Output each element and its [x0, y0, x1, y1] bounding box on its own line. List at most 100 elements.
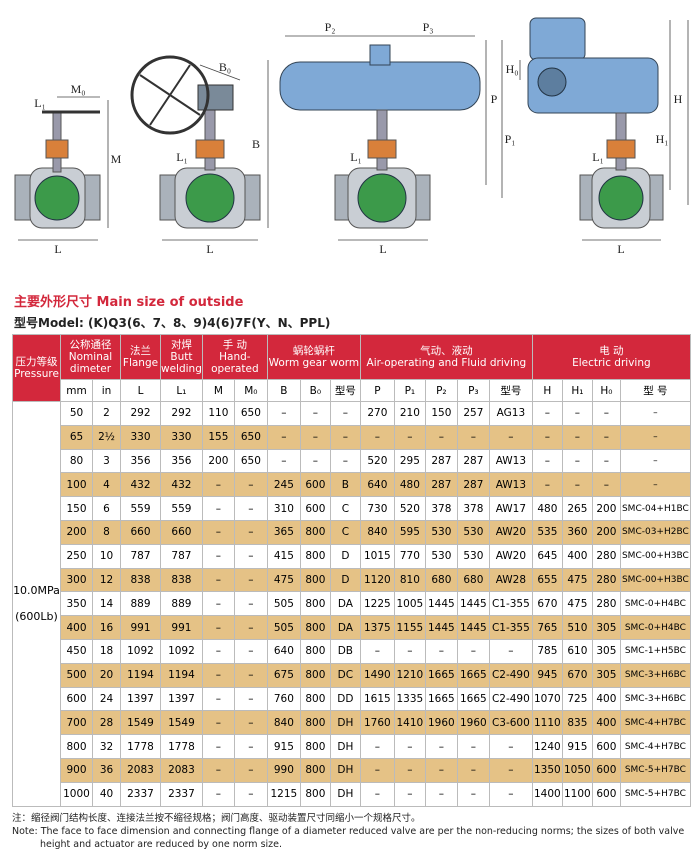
header-line: 蜗轮蜗杆: [292, 345, 335, 357]
data-cell: 991: [120, 615, 161, 640]
data-cell: DH: [329, 710, 361, 736]
data-cell: –: [266, 424, 301, 450]
data-cell: 800: [299, 662, 331, 688]
data-cell: –: [201, 591, 235, 617]
data-cell: 660: [120, 519, 161, 545]
data-cell: 1397: [160, 686, 203, 712]
valve-electric: H₀ H H₁ L₁ L: [506, 17, 689, 256]
data-cell: 10: [92, 543, 121, 569]
data-cell: 1490: [359, 662, 395, 688]
data-cell: 400: [591, 686, 621, 712]
dim-label: B: [252, 137, 260, 151]
data-cell: 1050: [561, 757, 593, 783]
data-cell: 65: [60, 424, 93, 450]
data-cell: C1-355: [488, 615, 533, 640]
data-cell: –: [393, 734, 426, 759]
data-cell: –: [201, 567, 235, 593]
data-cell: 530: [456, 543, 490, 569]
data-cell: –: [561, 424, 593, 450]
data-cell: 700: [60, 710, 93, 736]
header-line: 对焊: [170, 339, 192, 351]
header-line: 手 动: [222, 339, 248, 351]
data-cell: –: [488, 638, 533, 664]
data-cell: 1445: [456, 615, 490, 640]
data-cell: –: [201, 519, 235, 545]
data-cell: 640: [359, 472, 395, 498]
data-cell: 1070: [531, 686, 563, 712]
data-cell: –: [266, 401, 301, 426]
data-cell: –: [233, 662, 268, 688]
data-cell: 1000: [60, 781, 93, 807]
data-cell: 800: [299, 519, 331, 545]
model-line: 型号Model: (K)Q3(6、7、8、9)4(6)7F(Y、N、PPL): [14, 316, 331, 330]
header-line: 电 动: [599, 345, 624, 357]
data-cell: 1092: [120, 638, 161, 664]
subheader-cell: 型 号: [619, 379, 691, 402]
header-row: 压力等级 Pressure 公称通径 Nominal dimeter 法兰 Flange 对焊…: [12, 334, 691, 402]
data-cell: DA: [329, 591, 361, 617]
data-cell: 810: [393, 567, 426, 593]
data-cell: 505: [266, 591, 301, 617]
data-cell: –: [233, 543, 268, 569]
data-row: 65 2½ 330 330 155 650– – – – – – – – – – – –: [13, 424, 691, 450]
data-cell: 287: [456, 448, 490, 474]
dim-label: P₃: [423, 20, 434, 34]
subheader-cell: B: [266, 379, 301, 402]
data-cell: –: [329, 424, 361, 450]
data-cell: DH: [329, 781, 361, 807]
data-cell: –: [393, 424, 426, 450]
data-cell: C: [329, 519, 361, 545]
header-cell: 对焊 Butt welding: [160, 334, 203, 380]
data-cell: 8: [92, 519, 121, 545]
data-cell: 32: [92, 734, 121, 759]
subheader-cell: P₃: [456, 379, 490, 402]
data-row: 150 6 559 559– –310 600 C 730 520 378 378 AW17 480 26…: [13, 496, 691, 521]
data-cell: 785: [531, 638, 563, 664]
data-cell: 50: [60, 401, 93, 426]
data-cell: 1549: [160, 710, 203, 736]
data-cell: 645: [531, 543, 563, 569]
data-cell: 378: [456, 496, 490, 521]
dim-label: L₁: [34, 96, 46, 110]
data-cell: SMC-5+H7BC: [619, 757, 691, 783]
data-cell: –: [299, 424, 331, 450]
data-cell: D: [329, 543, 361, 569]
data-cell: 787: [120, 543, 161, 569]
data-cell: 520: [393, 496, 426, 521]
data-cell: 210: [393, 401, 426, 426]
data-cell: 200: [201, 448, 235, 474]
data-cell: –: [201, 686, 235, 712]
data-cell: DH: [329, 757, 361, 783]
data-cell: –: [488, 424, 533, 450]
header-cell: 压力等级 Pressure: [12, 334, 61, 402]
data-cell: 787: [160, 543, 203, 569]
data-cell: 760: [266, 686, 301, 712]
data-cell: 280: [591, 591, 621, 617]
data-cell: –: [329, 448, 361, 474]
data-cell: 16: [92, 615, 121, 640]
data-cell: –: [393, 638, 426, 664]
data-cell: 475: [266, 567, 301, 593]
data-row: 900 36 2083 2083– –990 800 DH – – – – –1350 1050 600 S…: [13, 757, 691, 783]
data-cell: SMC-3+H6BC: [619, 686, 691, 712]
subheader-cell: H₀: [591, 379, 621, 402]
data-cell: 265: [561, 496, 593, 521]
data-cell: 600: [299, 472, 331, 498]
data-cell: C2-490: [488, 662, 533, 688]
data-cell: –: [591, 448, 621, 474]
data-cell: –: [201, 496, 235, 521]
data-cell: 287: [456, 472, 490, 498]
data-cell: 150: [60, 496, 93, 521]
data-cell: –: [561, 472, 593, 498]
data-cell: DC: [329, 662, 361, 688]
data-cell: 800: [299, 686, 331, 712]
data-cell: –: [488, 781, 533, 807]
data-cell: 1015: [359, 543, 395, 569]
data-cell: –: [201, 472, 235, 498]
data-cell: –: [201, 638, 235, 664]
data-cell: 1225: [359, 591, 395, 617]
data-cell: 305: [591, 615, 621, 640]
data-row: 600 24 1397 1397– –760 800 DD 1615 1335 1665 1665 C…: [13, 686, 691, 712]
header-line: Nominal: [68, 351, 113, 363]
dim-label: L₁: [592, 150, 604, 164]
